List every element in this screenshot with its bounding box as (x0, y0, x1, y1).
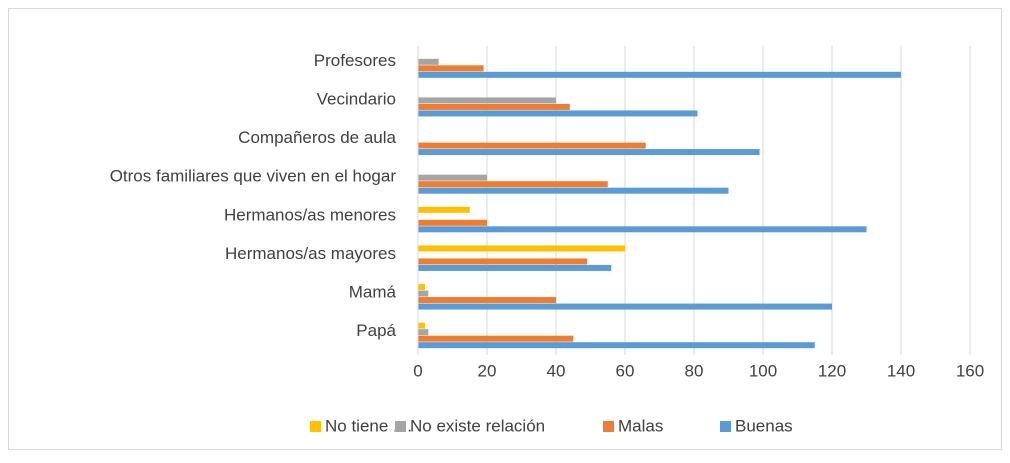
bar (418, 226, 867, 233)
x-tick-label: 80 (685, 361, 704, 380)
bar (418, 149, 760, 156)
bar (418, 206, 470, 213)
bar (418, 65, 484, 72)
bar (418, 110, 698, 117)
bar (418, 71, 901, 78)
legend-label: Buenas (735, 416, 793, 435)
bar (418, 142, 646, 149)
y-tick-label: Hermanos/as mayores (225, 244, 396, 263)
bar (418, 297, 556, 304)
bar (418, 187, 729, 194)
bar (418, 329, 429, 336)
legend-swatch (603, 421, 614, 432)
x-tick-label: 40 (547, 361, 566, 380)
x-tick-label: 0 (413, 361, 422, 380)
y-tick-label: Compañeros de aula (238, 128, 396, 147)
bar (418, 219, 487, 226)
legend-swatch (310, 421, 321, 432)
legend-label: No tiene .... (325, 416, 412, 435)
bar (418, 103, 570, 110)
bar (418, 303, 832, 310)
bar (418, 264, 612, 271)
legend-swatch (395, 421, 406, 432)
bar (418, 58, 439, 65)
bar (418, 245, 625, 252)
bar (418, 174, 487, 181)
y-tick-label: Vecindario (317, 89, 396, 108)
bar (418, 284, 425, 291)
bar (418, 322, 425, 329)
y-tick-label: Otros familiares que viven en el hogar (110, 167, 397, 186)
bar (418, 181, 608, 188)
bar (418, 335, 574, 342)
y-tick-label: Papá (356, 321, 396, 340)
x-tick-label: 20 (478, 361, 497, 380)
legend-label: Malas (618, 416, 663, 435)
bar (418, 97, 556, 104)
bar (418, 290, 429, 297)
x-tick-label: 160 (956, 361, 984, 380)
legend-label: No existe relación (410, 416, 545, 435)
y-tick-label: Hermanos/as menores (224, 205, 396, 224)
x-tick-label: 100 (749, 361, 777, 380)
bar (418, 342, 815, 349)
x-tick-label: 140 (887, 361, 915, 380)
x-tick-label: 120 (818, 361, 846, 380)
y-tick-label: Mamá (349, 283, 397, 302)
y-tick-label: Profesores (314, 51, 396, 70)
legend-swatch (720, 421, 731, 432)
bar (418, 258, 588, 265)
x-tick-label: 60 (616, 361, 635, 380)
